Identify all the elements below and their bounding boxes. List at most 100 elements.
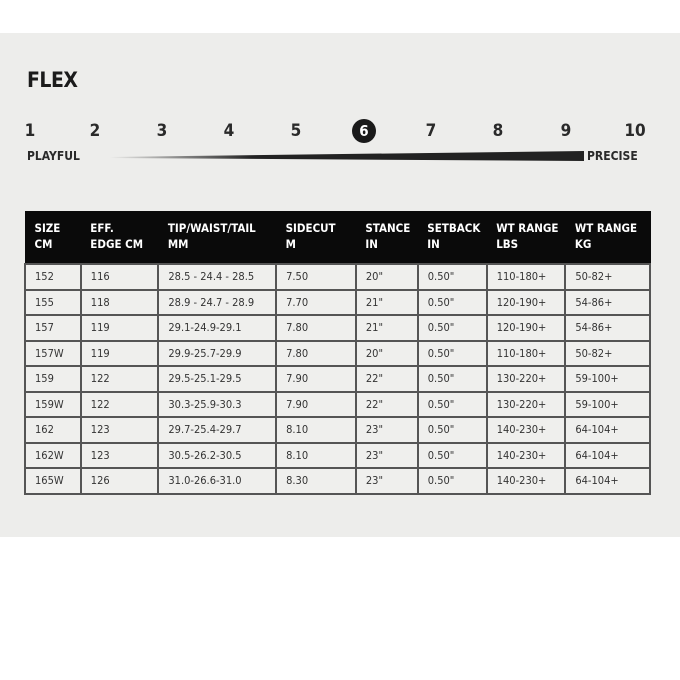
table-cell: 0.50" xyxy=(416,314,488,342)
table-cell: 122 xyxy=(79,365,160,393)
table-row: 155 118 28.9 - 24.7 - 28.9 7.70 21" 0.50" 120-… xyxy=(24,288,651,316)
table-cell: 7.70 xyxy=(275,288,357,316)
table-cell: 59-100+ xyxy=(564,365,651,393)
table-cell: 116 xyxy=(79,263,160,291)
table-cell: 64-104+ xyxy=(564,416,651,444)
table-cell: 23" xyxy=(354,441,419,469)
table-row: 159W 122 30.3-25.9-30.3 7.90 22" 0.50" 130-220… xyxy=(24,390,651,418)
flex-value-5: 5 xyxy=(290,121,302,141)
column-header: SIDECUT M xyxy=(275,211,357,265)
table-row: 157W 119 29.9-25.7-29.9 7.80 20" 0.50" 110-180… xyxy=(24,339,651,367)
table-row: 162W 123 30.5-26.2-30.5 8.10 23" 0.50" 140-230… xyxy=(24,441,651,469)
flex-value-6: 6 xyxy=(352,119,376,143)
table-cell: 155 xyxy=(24,288,82,316)
table-cell: 118 xyxy=(79,288,160,316)
flex-value-7: 7 xyxy=(425,121,437,141)
flex-value-3: 3 xyxy=(156,121,168,141)
column-header: STANCE IN xyxy=(355,211,419,265)
table-cell: 29.9-25.7-29.9 xyxy=(157,339,278,367)
table-cell: 140-230+ xyxy=(485,467,567,495)
header-line: TIP/WAIST/TAIL xyxy=(167,221,256,235)
table-cell: 64-104+ xyxy=(564,467,651,495)
table-cell: 157W xyxy=(24,339,82,367)
table-cell: 130-220+ xyxy=(485,365,567,393)
table-cell: 59-100+ xyxy=(564,390,651,418)
page-title: FLEX xyxy=(27,68,78,92)
header-line: IN xyxy=(365,237,378,251)
table-cell: 0.50" xyxy=(416,288,488,316)
table-cell: 0.50" xyxy=(416,365,488,393)
table-cell: 64-104+ xyxy=(564,441,651,469)
header-line: SIZE xyxy=(34,221,61,235)
table-cell: 7.80 xyxy=(275,339,357,367)
flex-value-10: 10 xyxy=(624,121,646,141)
table-cell: 0.50" xyxy=(416,339,488,367)
table-cell: 130-220+ xyxy=(485,390,567,418)
table-cell: 21" xyxy=(354,288,419,316)
table-cell: 22" xyxy=(354,365,419,393)
table-cell: 165W xyxy=(24,467,82,495)
flex-label-playful: PLAYFUL xyxy=(27,149,80,163)
header-line: EDGE CM xyxy=(90,237,144,251)
table-cell: 29.7-25.4-29.7 xyxy=(157,416,278,444)
table-cell: 159 xyxy=(24,365,82,393)
table-cell: 159W xyxy=(24,390,82,418)
table-cell: 119 xyxy=(79,314,160,342)
table-cell: 20" xyxy=(354,263,419,291)
header-line: CM xyxy=(34,237,53,251)
column-header: SETBACK IN xyxy=(417,211,488,265)
size-chart-table: SIZE CM EFF. EDGE CM TIP/WAIST/TAIL MM SIDECUT… xyxy=(24,211,651,495)
table-cell: 110-180+ xyxy=(485,339,567,367)
table-cell: 23" xyxy=(354,416,419,444)
header-line: MM xyxy=(167,237,189,251)
header-line: WT RANGE xyxy=(496,221,559,235)
table-cell: 157 xyxy=(24,314,82,342)
table-cell: 23" xyxy=(354,467,419,495)
table-cell: 8.10 xyxy=(275,416,357,444)
column-header: EFF. EDGE CM xyxy=(80,211,159,265)
table-cell: 28.9 - 24.7 - 28.9 xyxy=(157,288,278,316)
table-cell: 54-86+ xyxy=(564,288,651,316)
table-cell: 123 xyxy=(79,441,160,469)
flex-label-precise: PRECISE xyxy=(587,149,638,163)
table-cell: 31.0-26.6-31.0 xyxy=(157,467,278,495)
table-cell: 50-82+ xyxy=(564,339,651,367)
table-cell: 110-180+ xyxy=(485,263,567,291)
table-cell: 29.1-24.9-29.1 xyxy=(157,314,278,342)
table-cell: 50-82+ xyxy=(564,263,651,291)
table-cell: 140-230+ xyxy=(485,416,567,444)
table-row: 159 122 29.5-25.1-29.5 7.90 22" 0.50" 130-220+… xyxy=(24,365,651,393)
header-line: M xyxy=(285,237,296,251)
table-cell: 122 xyxy=(79,390,160,418)
column-header: SIZE CM xyxy=(24,211,82,265)
table-cell: 162W xyxy=(24,441,82,469)
table-cell: 30.3-25.9-30.3 xyxy=(157,390,278,418)
header-line: IN xyxy=(427,237,440,251)
table-row: 157 119 29.1-24.9-29.1 7.80 21" 0.50" 120-190+… xyxy=(24,314,651,342)
table-cell: 120-190+ xyxy=(485,314,567,342)
table-cell: 123 xyxy=(79,416,160,444)
table-cell: 7.80 xyxy=(275,314,357,342)
flex-value-1: 1 xyxy=(24,121,36,141)
column-header: WT RANGE LBS xyxy=(486,211,566,265)
table-cell: 120-190+ xyxy=(485,288,567,316)
table-cell: 8.10 xyxy=(275,441,357,469)
table-cell: 119 xyxy=(79,339,160,367)
flex-value-8: 8 xyxy=(492,121,504,141)
flex-value-2: 2 xyxy=(89,121,101,141)
table-cell: 7.90 xyxy=(275,390,357,418)
flex-value-4: 4 xyxy=(223,121,235,141)
table-cell: 22" xyxy=(354,390,419,418)
column-header: WT RANGE KG xyxy=(564,211,651,265)
table-cell: 7.90 xyxy=(275,365,357,393)
flex-gradient-bar xyxy=(110,151,584,161)
table-cell: 21" xyxy=(354,314,419,342)
table-cell: 0.50" xyxy=(416,441,488,469)
table-cell: 8.30 xyxy=(275,467,357,495)
table-cell: 28.5 - 24.4 - 28.5 xyxy=(157,263,278,291)
table-cell: 162 xyxy=(24,416,82,444)
table-cell: 0.50" xyxy=(416,467,488,495)
header-line: LBS xyxy=(496,237,519,251)
table-cell: 30.5-26.2-30.5 xyxy=(157,441,278,469)
table-cell: 54-86+ xyxy=(564,314,651,342)
